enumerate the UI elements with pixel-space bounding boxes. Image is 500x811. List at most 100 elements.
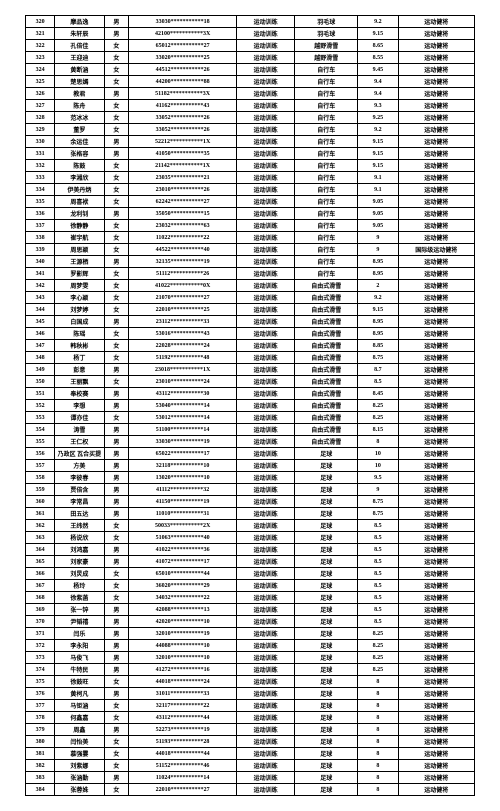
table-cell: 自由式滑雪 <box>295 340 358 352</box>
table-cell: 运动训练 <box>236 184 294 196</box>
table-cell: 运动健将 <box>398 232 474 244</box>
table-row: 335周喜袱女62242***********27运动训练自行车9.05运动健将 <box>26 196 475 208</box>
table-cell: 326 <box>26 88 55 100</box>
table-cell: 9 <box>358 484 398 496</box>
table-cell: 8 <box>358 748 398 760</box>
table-cell: 自由式滑雪 <box>295 376 358 388</box>
table-cell: 自由式滑雪 <box>295 388 358 400</box>
table-cell: 运动健将 <box>398 688 474 700</box>
table-row: 343李心颖女21070***********27运动训练自由式滑雪9.2运动健… <box>26 292 475 304</box>
table-cell: 342 <box>26 280 55 292</box>
table-cell: 8.95 <box>358 328 398 340</box>
table-cell: 自行车 <box>295 208 358 220</box>
table-cell: 运动健将 <box>398 208 474 220</box>
table-cell: 徐鼓旺 <box>55 676 104 688</box>
table-row: 329董罗女33052***********26运动训练自行车9.2运动健将 <box>26 124 475 136</box>
table-row: 383张涵勤男11024***********14运动训练足球8运动健将 <box>26 772 475 784</box>
table-cell: 运动训练 <box>236 724 294 736</box>
table-cell: 338 <box>26 232 55 244</box>
table-cell: 崔宇航 <box>55 232 104 244</box>
table-cell: 女 <box>104 244 129 256</box>
table-cell: 黄柯凡 <box>55 688 104 700</box>
table-cell: 女 <box>104 376 129 388</box>
table-cell: 女 <box>104 172 129 184</box>
table-cell: 刘炅成 <box>55 568 104 580</box>
table-cell: 足球 <box>295 652 358 664</box>
table-cell: 运动健将 <box>398 628 474 640</box>
table-row: 377马钜涵女32117***********22运动训练足球8运动健将 <box>26 700 475 712</box>
table-cell: 女 <box>104 784 129 796</box>
table-cell: 女 <box>104 268 129 280</box>
table-cell: 运动训练 <box>236 220 294 232</box>
table-cell: 348 <box>26 352 55 364</box>
table-cell: 董罗 <box>55 124 104 136</box>
table-cell: 李彼春 <box>55 472 104 484</box>
table-cell: 运动健将 <box>398 172 474 184</box>
table-cell: 11024***********14 <box>129 772 237 784</box>
table-cell: 9.05 <box>358 208 398 220</box>
table-cell: 刘梦婷 <box>55 304 104 316</box>
table-row: 340王源栖男32135***********19运动训练自行车8.95运动健将 <box>26 256 475 268</box>
table-cell: 李永阳 <box>55 640 104 652</box>
table-cell: 足球 <box>295 628 358 640</box>
table-row: 332陈鼓女21142***********1X运动训练自行车9.15运动健将 <box>26 160 475 172</box>
table-cell: 运动健将 <box>398 724 474 736</box>
table-cell: 8 <box>358 712 398 724</box>
table-cell: 23010***********26 <box>129 184 237 196</box>
table-cell: 李想 <box>55 400 104 412</box>
table-cell: 9.4 <box>358 76 398 88</box>
table-cell: 运动训练 <box>236 124 294 136</box>
table-cell: 369 <box>26 604 55 616</box>
table-cell: 65022***********17 <box>129 448 237 460</box>
table-cell: 足球 <box>295 736 358 748</box>
table-cell: 男 <box>104 472 129 484</box>
table-cell: 涛雪 <box>55 424 104 436</box>
table-cell: 32010***********10 <box>129 652 237 664</box>
table-row: 362王纬然女50033***********2X运动训练足球8.5运动健将 <box>26 520 475 532</box>
table-cell: 32010***********19 <box>129 628 237 640</box>
table-cell: 379 <box>26 724 55 736</box>
table-cell: 9 <box>358 232 398 244</box>
table-cell: 341 <box>26 268 55 280</box>
table-cell: 奉校赛 <box>55 388 104 400</box>
table-cell: 运动训练 <box>236 268 294 280</box>
table-cell: 足球 <box>295 724 358 736</box>
table-cell: 足球 <box>295 604 358 616</box>
table-cell: 陈鼓 <box>55 160 104 172</box>
table-cell: 教君 <box>55 88 104 100</box>
table-cell: 运动健将 <box>398 424 474 436</box>
table-cell: 余运佳 <box>55 136 104 148</box>
table-cell: 11010***********31 <box>129 508 237 520</box>
table-cell: 23010***********24 <box>129 376 237 388</box>
table-cell: 王源栖 <box>55 256 104 268</box>
table-cell: 8.95 <box>358 268 398 280</box>
table-cell: 运动健将 <box>398 772 474 784</box>
table-cell: 8.5 <box>358 520 398 532</box>
table-cell: 41150***********19 <box>129 496 237 508</box>
table-cell: 43112***********30 <box>129 388 237 400</box>
table-cell: 运动健将 <box>398 352 474 364</box>
table-cell: 男 <box>104 400 129 412</box>
table-cell: 运动健将 <box>398 520 474 532</box>
table-cell: 自由式滑雪 <box>295 400 358 412</box>
table-cell: 运动健将 <box>398 100 474 112</box>
table-cell: 9.05 <box>358 220 398 232</box>
table-row: 374牛特民男41272***********16运动训练足球8.25运动健将 <box>26 664 475 676</box>
table-row: 338崔宇航女11022***********22运动训练自行车9运动健将 <box>26 232 475 244</box>
table-cell: 女 <box>104 112 129 124</box>
table-cell: 运动健将 <box>398 28 474 40</box>
table-cell: 41272***********16 <box>129 664 237 676</box>
table-row: 356乃政区 瓦合买提男65022***********17运动训练足球10运动… <box>26 448 475 460</box>
table-cell: 运动健将 <box>398 388 474 400</box>
table-cell: 自由式滑雪 <box>295 352 358 364</box>
table-cell: 运动训练 <box>236 568 294 580</box>
table-row: 379周鑫男52273***********19运动训练足球8运动健将 <box>26 724 475 736</box>
table-cell: 370 <box>26 616 55 628</box>
table-cell: 自行车 <box>295 100 358 112</box>
table-cell: 运动训练 <box>236 700 294 712</box>
table-cell: 382 <box>26 760 55 772</box>
table-cell: 杨丁 <box>55 352 104 364</box>
table-cell: 32118***********10 <box>129 460 237 472</box>
table-cell: 43112***********44 <box>129 712 237 724</box>
table-cell: 运动健将 <box>398 568 474 580</box>
